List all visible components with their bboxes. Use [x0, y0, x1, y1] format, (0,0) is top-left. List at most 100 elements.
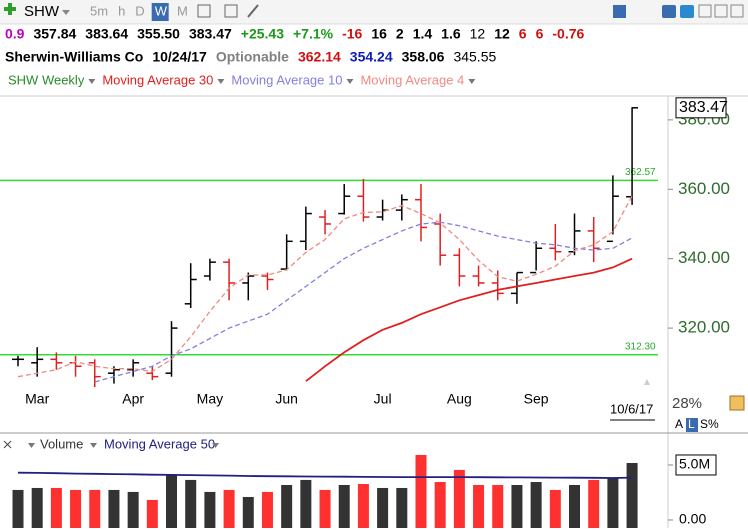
info-item: 10/24/17 — [152, 49, 207, 65]
quote-item: 383.47 — [189, 26, 232, 42]
x-tick-label: May — [197, 391, 223, 407]
active-timeframe — [151, 3, 169, 21]
volume-bar — [300, 479, 312, 528]
volume-bar — [223, 489, 235, 528]
icon[interactable] — [729, 395, 745, 411]
last-price-box — [675, 97, 727, 119]
dropdown-icon[interactable] — [62, 10, 70, 15]
volume-bar — [588, 479, 600, 528]
panel-title: Volume — [40, 436, 83, 451]
icon[interactable] — [698, 4, 712, 18]
volume-bar — [70, 489, 82, 528]
icon[interactable] — [662, 5, 676, 18]
icon[interactable] — [680, 5, 694, 18]
timeframe[interactable]: D — [135, 3, 144, 18]
volume-bar — [261, 491, 273, 528]
icon[interactable] — [197, 4, 211, 18]
volume-bar — [50, 487, 62, 528]
volume-bar — [31, 487, 43, 528]
x-tick-label: Sep — [524, 391, 549, 407]
legend-entry: Moving Average 4 — [360, 72, 464, 87]
volume-bar — [530, 482, 542, 528]
info-item: 354.24 — [350, 49, 393, 65]
y-tick-label: 360.00 — [678, 179, 730, 198]
volume-bar — [492, 484, 504, 528]
x-tick-label: Apr — [122, 391, 144, 407]
dropdown-icon[interactable] — [28, 443, 35, 448]
symbol[interactable]: SHW — [24, 3, 60, 20]
info-item: Optionable — [216, 49, 289, 65]
dropdown-icon[interactable] — [346, 79, 354, 84]
volume-bar — [338, 484, 350, 528]
dropdown-icon[interactable] — [217, 79, 225, 84]
quote-item: 383.64 — [85, 26, 128, 42]
button[interactable]: L — [688, 417, 695, 431]
volume-bar — [166, 474, 178, 528]
quote-item: 357.84 — [33, 26, 76, 42]
icon[interactable] — [714, 4, 728, 18]
volume-bar — [319, 489, 331, 528]
timeframe[interactable]: h — [118, 3, 125, 18]
x-tick-label: Jul — [374, 391, 392, 407]
dropdown-icon[interactable] — [90, 443, 97, 448]
volume-bar — [473, 484, 485, 528]
close-panel-icon[interactable] — [3, 440, 12, 449]
icon[interactable] — [224, 4, 238, 18]
x-tick-label: Jun — [275, 391, 298, 407]
volume-bar — [569, 484, 581, 528]
quote-item: 0.9 — [5, 26, 25, 42]
button[interactable]: S% — [700, 417, 719, 431]
quote-item: 2 — [396, 26, 404, 42]
volume-bar — [89, 489, 101, 528]
icon[interactable] — [730, 4, 744, 18]
date-label: 10/6/17 — [610, 401, 653, 416]
x-tick-label: Mar — [25, 391, 49, 407]
quote-item: 1.6 — [441, 26, 461, 42]
quote-item: 1.4 — [413, 26, 433, 42]
icon[interactable] — [613, 5, 626, 18]
scroll-icon — [644, 379, 650, 385]
info-item: Sherwin-Williams Co — [5, 49, 143, 65]
volume-bar — [357, 484, 369, 528]
quote-item: -0.76 — [552, 26, 584, 42]
volume-bar — [204, 491, 216, 528]
volume-bar — [12, 489, 24, 528]
legend-entry: Moving Average 10 — [231, 72, 342, 87]
quote-item: 6 — [519, 26, 527, 42]
ma-line — [94, 221, 633, 383]
button-bg[interactable] — [686, 418, 698, 432]
dropdown-icon[interactable] — [212, 443, 219, 448]
volume-bar — [396, 487, 408, 528]
volume-bar — [415, 454, 427, 528]
pencil-icon[interactable] — [247, 4, 259, 18]
toolbar — [0, 0, 748, 24]
volume-bar — [453, 469, 465, 528]
quote-item: +25.43 — [241, 26, 284, 42]
panel-legend: Moving Average 50 — [104, 436, 215, 451]
volume-bar — [434, 482, 446, 528]
volume-bar — [377, 487, 389, 528]
volume-bar — [281, 484, 293, 528]
volume-bar — [549, 489, 561, 528]
ma-line — [17, 195, 633, 378]
legend-entry: Moving Average 30 — [102, 72, 213, 87]
volume-bar — [185, 479, 197, 528]
timeframe[interactable]: W — [155, 3, 168, 18]
quote-item: 16 — [371, 26, 387, 42]
tick-box — [675, 454, 717, 476]
quote-item: 6 — [536, 26, 544, 42]
info-item: 345.55 — [453, 49, 496, 65]
timeframe[interactable]: M — [177, 3, 188, 18]
dropdown-icon[interactable] — [468, 79, 476, 84]
quote-item: 355.50 — [137, 26, 180, 42]
dropdown-icon[interactable] — [88, 79, 96, 84]
info-item: 358.06 — [402, 49, 445, 65]
button[interactable]: A — [675, 417, 683, 431]
legend-entry: SHW Weekly — [8, 72, 85, 87]
percent: 28% — [672, 395, 702, 412]
y-tick-label: 340.00 — [678, 248, 730, 267]
timeframe[interactable]: 5m — [90, 3, 108, 18]
add-icon[interactable] — [4, 3, 16, 15]
volume-bar — [626, 462, 638, 528]
